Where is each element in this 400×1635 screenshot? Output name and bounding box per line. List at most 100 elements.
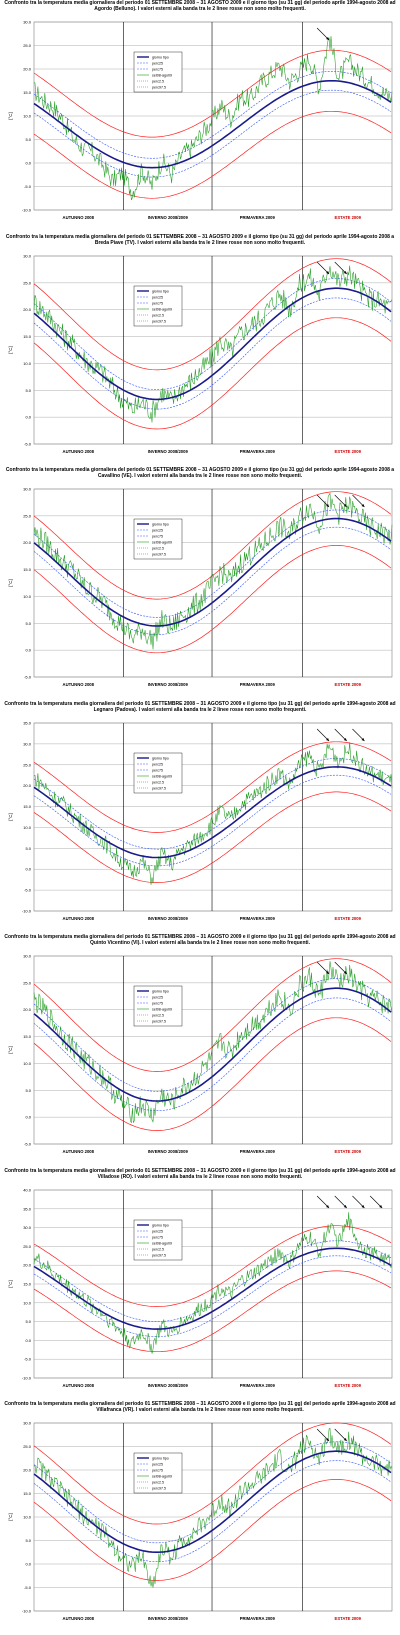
season-label: INVERNO 2008/2009	[148, 1149, 189, 1154]
y-axis-label: [°C]	[8, 346, 13, 354]
percentile-outer-line	[33, 958, 392, 1072]
observed-series-line	[33, 961, 393, 1124]
y-axis-label: [°C]	[8, 1280, 13, 1288]
percentile-outer-line	[33, 1479, 392, 1581]
y-tick-label: 15.0	[23, 804, 32, 809]
y-tick-label: 10.0	[23, 1300, 32, 1305]
chart-panel-7: Confronto tra la temperatura media giorn…	[0, 1401, 400, 1634]
chart-legend: giorno tipo perc25 perc75 set08-ago09 perc2.…	[133, 518, 183, 560]
observed-series-line	[33, 36, 393, 201]
annotation-arrowhead	[326, 1438, 330, 1441]
annotation-arrowhead	[326, 1204, 330, 1208]
legend-box	[133, 985, 183, 1027]
y-tick-label: 20.0	[23, 1007, 32, 1012]
chart-panel-6: Confronto tra la temperatura media giorn…	[0, 1168, 400, 1401]
season-label: PRIMAVERA 2009	[240, 1383, 276, 1388]
season-label: PRIMAVERA 2009	[240, 682, 276, 687]
legend-label: set08-ago09	[152, 1241, 172, 1245]
y-tick-label: -5.0	[24, 1585, 32, 1590]
percentile-inner-line	[33, 774, 392, 866]
y-tick-label: 25.0	[23, 280, 32, 285]
percentile-inner-line	[33, 1441, 392, 1544]
annotation-arrowhead	[361, 1204, 365, 1208]
season-label: ESTATE 2009	[335, 449, 362, 454]
season-label: INVERNO 2008/2009	[148, 1616, 189, 1621]
legend-label: perc97.5	[152, 85, 166, 89]
typical-day-line	[33, 517, 392, 627]
chart-panel-4: Confronto tra la temperatura media giorn…	[0, 701, 400, 934]
percentile-inner-line	[33, 978, 392, 1092]
chart-legend: giorno tipo perc25 perc75 set08-ago09 perc2.…	[133, 1219, 183, 1260]
legend-label: giorno tipo	[152, 756, 169, 760]
y-tick-label: -10.0	[22, 908, 32, 913]
observed-series-line	[33, 265, 393, 423]
legend-label: perc25	[152, 1462, 163, 1466]
percentile-inner-line	[33, 297, 392, 409]
observed-series-line	[33, 492, 393, 650]
legend-label: perc75	[152, 1235, 163, 1239]
y-tick-label: 25.0	[23, 43, 32, 48]
percentile-inner-line	[33, 1255, 392, 1337]
season-label: AUTUNNO 2008	[63, 215, 95, 220]
annotation-arrowhead	[326, 504, 330, 507]
typical-day-line	[33, 1450, 392, 1553]
y-tick-label: 15.0	[23, 90, 32, 95]
y-tick-label: 30.0	[23, 487, 32, 492]
percentile-outer-line	[33, 1224, 392, 1307]
y-axis-label: [°C]	[8, 579, 13, 587]
legend-label: perc25	[152, 995, 163, 999]
annotation-arrowhead	[379, 1204, 383, 1208]
typical-day-line	[33, 987, 392, 1102]
observed-series-line	[33, 1427, 393, 1588]
legend-label: giorno tipo	[152, 289, 169, 293]
percentile-inner-line	[33, 1460, 392, 1562]
y-tick-label: 0.0	[25, 1115, 31, 1120]
season-label: ESTATE 2009	[335, 916, 362, 921]
typical-day-line	[33, 80, 392, 169]
y-tick-label: 20.0	[23, 783, 32, 788]
plot-area	[33, 722, 393, 911]
annotation-arrowhead	[361, 504, 365, 507]
annotation-arrowhead	[343, 1438, 347, 1441]
season-label: PRIMAVERA 2009	[240, 916, 276, 921]
legend-label: perc97.5	[152, 1019, 166, 1023]
legend-label: perc97.5	[152, 1486, 166, 1490]
legend-label: perc97.5	[152, 552, 166, 556]
y-tick-label: 5.0	[25, 1319, 31, 1324]
annotation-arrowhead	[343, 737, 347, 741]
y-axis-label: [°C]	[8, 813, 13, 821]
legend-label: perc25	[152, 295, 163, 299]
annotation-arrowhead	[343, 504, 347, 507]
y-tick-label: 5.0	[25, 621, 31, 626]
legend-label: set08-ago09	[152, 774, 172, 778]
season-label: ESTATE 2009	[335, 682, 362, 687]
y-tick-label: 5.0	[25, 1538, 31, 1543]
legend-label: perc97.5	[152, 786, 166, 790]
chart-title: Confronto tra la temperatura media giorn…	[4, 1167, 396, 1180]
chart-title: Confronto tra la temperatura media giorn…	[5, 467, 395, 479]
y-tick-label: -5.0	[24, 887, 32, 892]
y-tick-label: -5.0	[24, 1142, 32, 1147]
percentile-inner-line	[33, 509, 392, 618]
annotation-arrowhead	[343, 270, 347, 274]
y-axis-label: [°C]	[8, 1046, 13, 1054]
annotation-arrowhead	[326, 37, 330, 40]
chart-panel-5: Confronto tra la temperatura media giorn…	[0, 934, 400, 1167]
chart-legend: giorno tipo perc25 perc75 set08-ago09 perc2.…	[133, 752, 183, 793]
y-tick-label: 0.0	[25, 1337, 31, 1342]
plot-area	[33, 488, 393, 678]
y-tick-label: -10.0	[22, 1375, 32, 1380]
legend-label: perc2.5	[152, 79, 164, 83]
season-label: PRIMAVERA 2009	[240, 449, 276, 454]
y-tick-label: 0.0	[25, 648, 31, 653]
season-label: AUTUNNO 2008	[63, 1616, 95, 1621]
percentile-inner-line	[33, 71, 392, 159]
season-label: AUTUNNO 2008	[63, 449, 95, 454]
legend-label: perc75	[152, 1001, 163, 1005]
y-tick-label: 20.0	[23, 1468, 32, 1473]
percentile-inner-line	[33, 1240, 392, 1322]
y-axis-label: [°C]	[8, 1513, 13, 1521]
y-tick-label: -5.0	[24, 1356, 32, 1361]
legend-label: set08-ago09	[152, 73, 172, 77]
y-tick-label: 5.0	[25, 1088, 31, 1093]
